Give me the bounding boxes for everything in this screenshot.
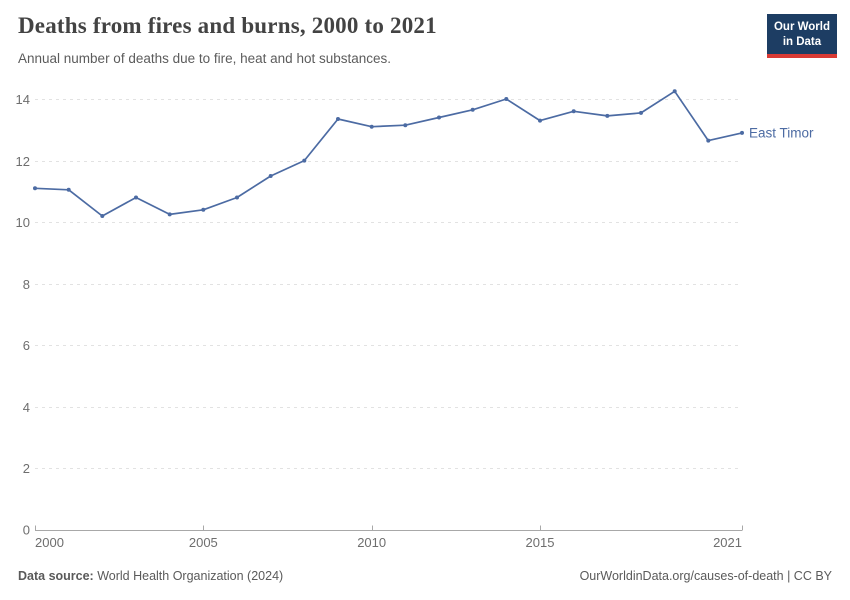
data-point: [538, 118, 542, 123]
x-tick-label: 2005: [189, 535, 218, 550]
chart-footer: Data source: World Health Organization (…: [18, 569, 832, 583]
data-point: [268, 174, 273, 178]
data-source-label: Data source:: [18, 569, 94, 583]
chart-subtitle: Annual number of deaths due to fire, hea…: [18, 51, 392, 66]
y-tick-label: 12: [16, 154, 30, 169]
data-point: [369, 124, 374, 129]
y-tick-label: 2: [23, 461, 30, 476]
data-point: [571, 109, 576, 114]
data-point: [302, 158, 307, 163]
data-point: [740, 130, 744, 135]
data-point: [134, 195, 138, 200]
x-tick-label: 2015: [526, 535, 555, 550]
data-point: [403, 123, 408, 128]
data-point: [672, 89, 677, 94]
x-tick-label: 2010: [357, 535, 386, 550]
data-point: [33, 186, 37, 191]
data-source: Data source: World Health Organization (…: [18, 569, 283, 583]
data-point: [66, 187, 71, 192]
owid-logo: Our World in Data: [766, 14, 837, 59]
y-tick-label: 0: [23, 523, 30, 538]
data-point: [470, 107, 475, 112]
x-tick-label: 2000: [35, 535, 64, 550]
y-tick-label: 6: [23, 338, 30, 353]
page-title: Deaths from fires and burns, 2000 to 202…: [18, 13, 437, 38]
x-tick-label: 2021: [713, 535, 742, 550]
data-source-value: World Health Organization (2024): [93, 569, 284, 583]
y-tick-label: 8: [23, 277, 30, 292]
data-point: [639, 110, 643, 115]
series-line: [34, 90, 743, 217]
data-point: [504, 97, 509, 101]
owid-logo-line2: in Data: [782, 36, 822, 49]
data-point: [336, 117, 340, 121]
data-point: [167, 212, 172, 217]
owid-logo-line1: Our World: [773, 21, 830, 33]
data-point: [706, 138, 711, 143]
y-tick-label: 14: [16, 92, 30, 107]
attribution: OurWorldinData.org/causes-of-death | CC …: [579, 569, 832, 583]
series-end-label: East Timor: [749, 125, 814, 140]
data-point: [235, 195, 239, 200]
data-point: [201, 207, 206, 212]
y-tick-label: 10: [16, 215, 30, 230]
data-point: [100, 214, 105, 218]
data-point: [605, 113, 610, 118]
y-tick-label: 4: [23, 400, 30, 415]
data-point: [437, 115, 441, 120]
